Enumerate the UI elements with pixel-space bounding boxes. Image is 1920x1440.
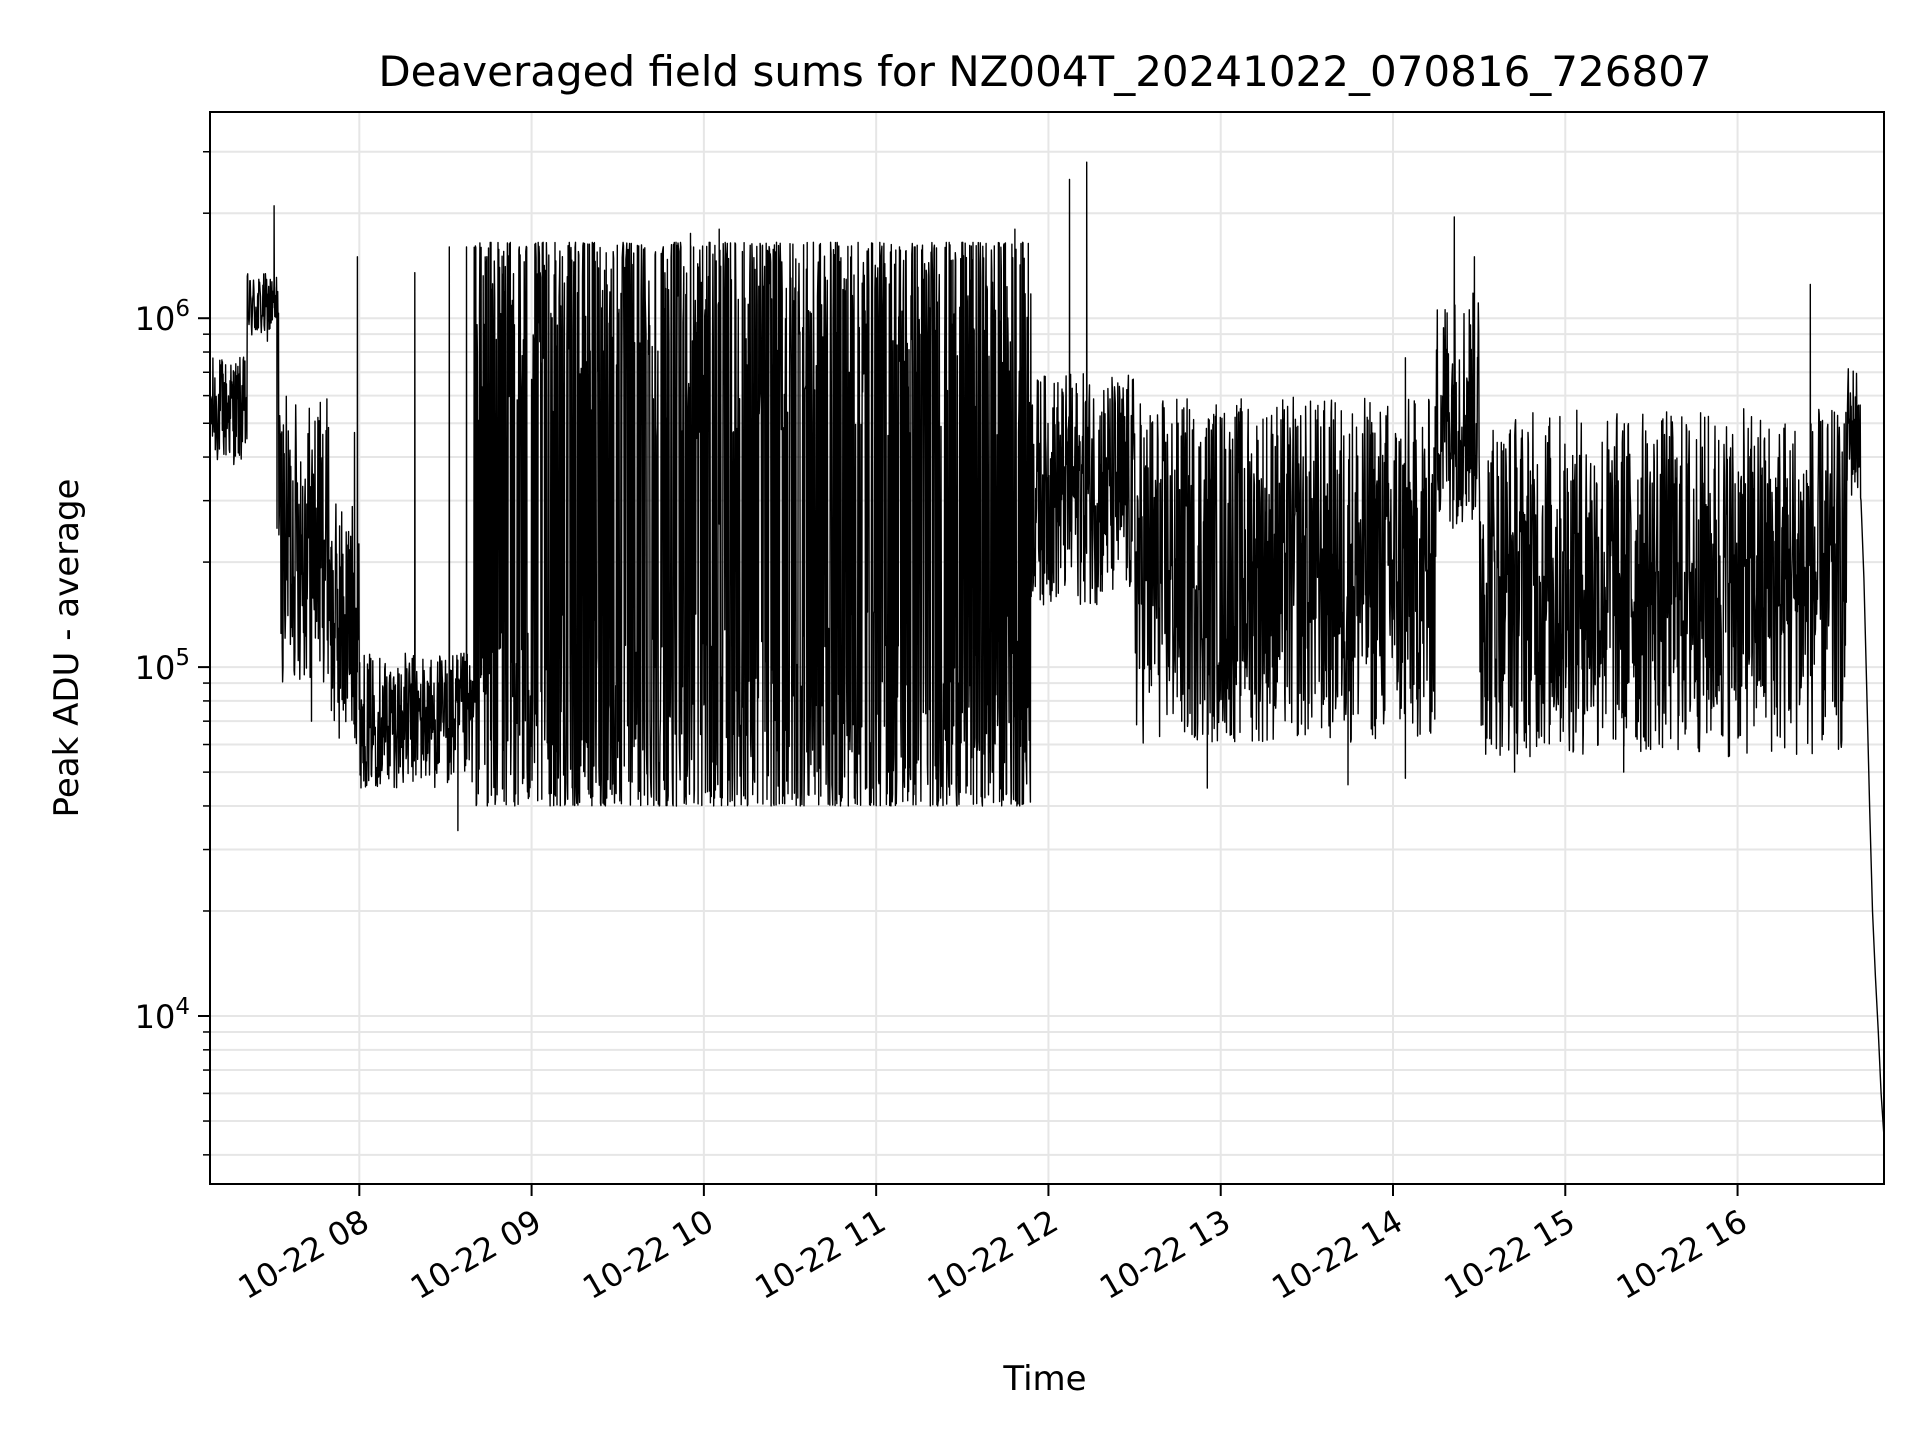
- plot-frame: [209, 111, 1885, 1185]
- grid-lines: [210, 112, 1884, 1184]
- x-axis-title: Time: [1002, 1359, 1086, 1399]
- axis-ticks: [198, 151, 1739, 1196]
- series-line: [209, 161, 1885, 1138]
- y-tick-label: 106: [135, 296, 190, 338]
- y-tick-labels: 104 105 106: [135, 296, 190, 1036]
- y-tick-label: 105: [135, 645, 190, 687]
- data-series: [209, 161, 1885, 1138]
- y-tick-label: 104: [135, 994, 190, 1036]
- y-axis-title: Peak ADU - average: [47, 479, 87, 818]
- chart-title: Deaveraged field sums for NZ004T_2024102…: [378, 47, 1711, 96]
